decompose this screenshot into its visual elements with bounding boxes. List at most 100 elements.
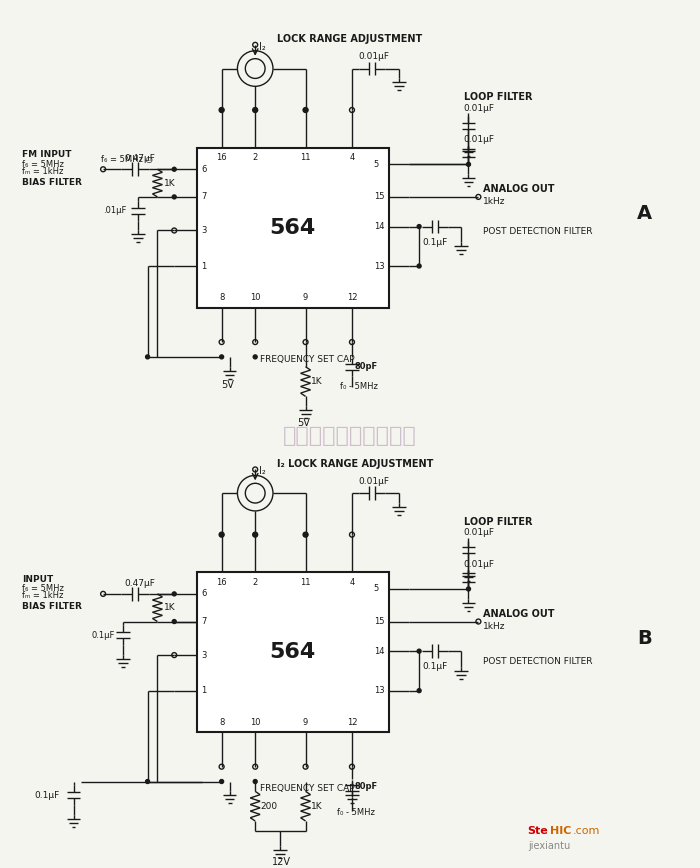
Text: 0.01μF: 0.01μF bbox=[463, 103, 495, 113]
Circle shape bbox=[146, 779, 150, 784]
Text: 8: 8 bbox=[219, 718, 224, 727]
Text: 14: 14 bbox=[374, 222, 384, 231]
Text: 0.01μF: 0.01μF bbox=[358, 52, 389, 61]
Text: 12: 12 bbox=[346, 293, 357, 302]
Text: 1K: 1K bbox=[311, 377, 322, 386]
Circle shape bbox=[220, 108, 223, 112]
Text: 11: 11 bbox=[300, 153, 311, 162]
Text: fₘ = 1kHz: fₘ = 1kHz bbox=[22, 167, 64, 175]
Text: 0.47μF: 0.47μF bbox=[125, 578, 155, 588]
Text: 0.1μF: 0.1μF bbox=[34, 791, 60, 799]
Text: 4: 4 bbox=[349, 153, 355, 162]
Text: FREQUENCY SET CAP: FREQUENCY SET CAP bbox=[260, 784, 355, 793]
Text: 7: 7 bbox=[201, 193, 206, 201]
Text: BIAS FILTER: BIAS FILTER bbox=[22, 602, 82, 611]
Text: 6: 6 bbox=[201, 165, 206, 174]
Text: f₆ = 5MHz: f₆ = 5MHz bbox=[22, 584, 64, 594]
Text: 0.01μF: 0.01μF bbox=[358, 477, 389, 486]
Circle shape bbox=[466, 587, 470, 591]
Circle shape bbox=[253, 779, 257, 784]
Text: f₆ = 5MHz ○: f₆ = 5MHz ○ bbox=[102, 155, 153, 164]
Text: A: A bbox=[637, 204, 652, 223]
Text: 5V: 5V bbox=[222, 379, 235, 390]
Text: 12: 12 bbox=[346, 718, 357, 727]
Text: LOOP FILTER: LOOP FILTER bbox=[463, 516, 532, 527]
Text: 3: 3 bbox=[201, 226, 206, 235]
Text: 1K: 1K bbox=[164, 179, 176, 187]
Text: 15: 15 bbox=[374, 617, 384, 626]
Circle shape bbox=[146, 355, 150, 358]
Text: I₂: I₂ bbox=[259, 466, 266, 477]
Text: FM INPUT: FM INPUT bbox=[22, 150, 71, 159]
Circle shape bbox=[172, 168, 176, 171]
Text: 1: 1 bbox=[201, 261, 206, 271]
Text: 1: 1 bbox=[201, 687, 206, 695]
Circle shape bbox=[417, 649, 421, 653]
Text: POST DETECTION FILTER: POST DETECTION FILTER bbox=[483, 227, 593, 236]
Text: BIAS FILTER: BIAS FILTER bbox=[22, 178, 82, 187]
Text: .01μF: .01μF bbox=[103, 207, 127, 215]
Text: 1K: 1K bbox=[164, 603, 176, 612]
Text: 200: 200 bbox=[260, 802, 277, 811]
Text: 5V: 5V bbox=[298, 418, 311, 428]
Text: 0.01μF: 0.01μF bbox=[463, 560, 495, 569]
Text: 0.47μF: 0.47μF bbox=[125, 154, 155, 163]
Text: LOCK RANGE ADJUSTMENT: LOCK RANGE ADJUSTMENT bbox=[277, 34, 422, 44]
Text: 564: 564 bbox=[270, 218, 316, 238]
Circle shape bbox=[172, 195, 176, 199]
Text: 564: 564 bbox=[270, 642, 316, 662]
Circle shape bbox=[172, 592, 176, 595]
Text: 2: 2 bbox=[253, 153, 258, 162]
Text: 80pF: 80pF bbox=[355, 782, 378, 791]
Circle shape bbox=[253, 355, 257, 358]
Text: f₀ - 5MHz: f₀ - 5MHz bbox=[340, 382, 378, 391]
Text: I₂: I₂ bbox=[259, 42, 266, 52]
Text: Ste: Ste bbox=[528, 825, 549, 836]
Text: 0.1μF: 0.1μF bbox=[422, 662, 447, 672]
Circle shape bbox=[304, 108, 307, 112]
Text: 16: 16 bbox=[216, 577, 227, 587]
Text: 0.01μF: 0.01μF bbox=[463, 528, 495, 537]
Text: 5: 5 bbox=[374, 584, 379, 594]
Bar bbox=[197, 572, 389, 732]
Text: INPUT: INPUT bbox=[22, 575, 53, 583]
Text: 9: 9 bbox=[303, 293, 308, 302]
Text: 0.01μF: 0.01μF bbox=[463, 135, 495, 144]
Text: I₂ LOCK RANGE ADJUSTMENT: I₂ LOCK RANGE ADJUSTMENT bbox=[277, 458, 433, 469]
Text: 16: 16 bbox=[216, 153, 227, 162]
Text: 1kHz: 1kHz bbox=[483, 197, 506, 207]
Text: 0.1μF: 0.1μF bbox=[422, 238, 447, 247]
Text: LOOP FILTER: LOOP FILTER bbox=[463, 92, 532, 102]
Text: 0.1μF: 0.1μF bbox=[91, 631, 115, 640]
Text: f₆ = 5MHz: f₆ = 5MHz bbox=[22, 160, 64, 168]
Bar bbox=[197, 148, 389, 307]
Text: 80pF: 80pF bbox=[355, 362, 378, 372]
Text: HIC: HIC bbox=[550, 825, 572, 836]
Text: 2: 2 bbox=[253, 577, 258, 587]
Text: 8: 8 bbox=[219, 293, 224, 302]
Text: 6: 6 bbox=[201, 589, 206, 598]
Circle shape bbox=[220, 355, 223, 358]
Text: 10: 10 bbox=[250, 718, 260, 727]
Text: jiexiantu: jiexiantu bbox=[528, 841, 570, 851]
Text: 7: 7 bbox=[201, 617, 206, 626]
Text: 1K: 1K bbox=[311, 802, 322, 811]
Circle shape bbox=[417, 264, 421, 268]
Text: POST DETECTION FILTER: POST DETECTION FILTER bbox=[483, 656, 593, 666]
Text: FREQUENCY SET CAP: FREQUENCY SET CAP bbox=[260, 355, 355, 365]
Circle shape bbox=[417, 225, 421, 228]
Text: 15: 15 bbox=[374, 193, 384, 201]
Text: ANALOG OUT: ANALOG OUT bbox=[483, 608, 555, 619]
Circle shape bbox=[253, 533, 257, 536]
Text: 4: 4 bbox=[349, 577, 355, 587]
Text: 14: 14 bbox=[374, 647, 384, 655]
Circle shape bbox=[417, 688, 421, 693]
Text: 12V: 12V bbox=[272, 858, 291, 867]
Text: ANALOG OUT: ANALOG OUT bbox=[483, 184, 555, 194]
Circle shape bbox=[220, 533, 223, 536]
Text: 9: 9 bbox=[303, 718, 308, 727]
Text: B: B bbox=[637, 628, 652, 648]
Text: 13: 13 bbox=[374, 687, 384, 695]
Text: 11: 11 bbox=[300, 577, 311, 587]
Text: 10: 10 bbox=[250, 293, 260, 302]
